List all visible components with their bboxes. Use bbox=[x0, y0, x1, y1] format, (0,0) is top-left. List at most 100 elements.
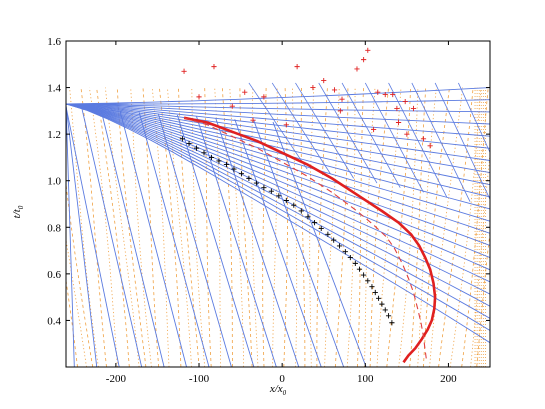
contour-line bbox=[66, 103, 490, 234]
black-plus-marker bbox=[268, 188, 274, 194]
field-line bbox=[461, 87, 489, 367]
y-tick-label: 1.0 bbox=[47, 176, 61, 188]
field-line bbox=[221, 87, 233, 367]
field-line bbox=[283, 87, 289, 367]
black-plus-marker bbox=[365, 278, 371, 284]
field-line bbox=[105, 87, 140, 367]
x-tick-label: -200 bbox=[106, 373, 127, 385]
contour-line bbox=[215, 117, 300, 367]
field-line bbox=[334, 87, 349, 367]
contour-line bbox=[66, 103, 490, 271]
x-axis-label: x/x0 bbox=[269, 383, 287, 397]
field-line bbox=[151, 87, 170, 367]
field-line bbox=[262, 87, 267, 367]
black-plus-marker bbox=[331, 237, 337, 243]
black-plus-marker bbox=[283, 197, 289, 204]
y-tick-label: 1.2 bbox=[47, 129, 61, 141]
contour-field bbox=[66, 82, 490, 367]
black-plus-marker bbox=[361, 272, 367, 278]
field-line bbox=[89, 87, 118, 367]
contour-line bbox=[66, 103, 490, 137]
field-line bbox=[239, 87, 253, 367]
black-plus-marker bbox=[216, 158, 222, 164]
contour-line bbox=[66, 103, 75, 367]
field-line bbox=[159, 87, 182, 367]
contour-line bbox=[176, 114, 255, 367]
series-layer bbox=[183, 116, 437, 364]
black-plus-marker bbox=[305, 214, 311, 220]
y-tick-label: 0.6 bbox=[47, 269, 61, 281]
series-dashed-red-line bbox=[183, 117, 428, 363]
red-plus-marker bbox=[331, 87, 338, 93]
axes: -200 -100 0 100 200 0.4 0.6 0.8 1.0 1.2 1.4 1.6 bbox=[47, 36, 490, 385]
field-line bbox=[449, 87, 482, 367]
black-plus-marker bbox=[375, 295, 382, 301]
black-plus-marker bbox=[298, 208, 304, 214]
y-tick-label: 1.4 bbox=[47, 83, 61, 95]
y-axis-label: t/t0 bbox=[11, 205, 25, 218]
plot-frame bbox=[65, 40, 491, 368]
contour-line bbox=[341, 82, 401, 188]
black-plus-marker bbox=[389, 320, 395, 326]
red-plus-marker bbox=[211, 64, 217, 70]
black-plus-marker bbox=[253, 180, 259, 186]
field-line bbox=[398, 87, 419, 367]
red-plus-marker bbox=[321, 77, 327, 84]
black-plus-marker bbox=[276, 193, 282, 199]
black-plus-marker bbox=[369, 284, 375, 290]
red-plus-marker bbox=[404, 131, 410, 137]
red-plus-marker bbox=[361, 57, 367, 63]
red-plus-marker bbox=[382, 91, 388, 98]
red-plus-marker bbox=[395, 119, 402, 126]
contour-line bbox=[100, 109, 165, 367]
contour-line bbox=[66, 103, 490, 283]
red-plus-marker bbox=[196, 94, 202, 100]
red-plus-marker bbox=[354, 66, 360, 72]
contour-line bbox=[66, 103, 490, 161]
black-plus-marker bbox=[261, 185, 267, 191]
red-plus-marker bbox=[294, 64, 300, 70]
contour-line bbox=[458, 82, 490, 154]
field-line bbox=[116, 87, 147, 367]
y-tick-label: 0.4 bbox=[47, 315, 61, 327]
contour-line bbox=[66, 87, 490, 105]
black-plus-marker bbox=[201, 150, 207, 156]
black-plus-marker bbox=[291, 202, 297, 208]
contour-line bbox=[66, 103, 490, 246]
contour-line bbox=[248, 82, 308, 170]
field-line bbox=[316, 87, 328, 367]
contour-line bbox=[66, 103, 490, 198]
contour-line bbox=[66, 106, 120, 367]
field-line bbox=[429, 87, 463, 367]
red-plus-marker bbox=[242, 89, 248, 95]
black-plus-marker bbox=[356, 266, 363, 272]
contour-line bbox=[66, 103, 490, 331]
contour-line bbox=[66, 103, 490, 210]
contour-line bbox=[66, 103, 490, 295]
red-plus-marker bbox=[390, 91, 396, 98]
contour-line bbox=[253, 120, 345, 367]
x-tick-label: 200 bbox=[440, 373, 457, 385]
black-plus-marker bbox=[336, 243, 343, 249]
contour-line bbox=[66, 103, 490, 259]
red-plus-marker bbox=[365, 47, 371, 53]
red-plus-marker bbox=[250, 117, 256, 123]
contour-line bbox=[66, 103, 490, 344]
field-line bbox=[178, 87, 200, 367]
y-tick-label: 0.8 bbox=[47, 222, 61, 234]
red-plus-marker bbox=[337, 108, 343, 114]
contour-line bbox=[434, 82, 490, 201]
field-line bbox=[272, 87, 278, 367]
contour-line bbox=[66, 103, 490, 125]
contour-line bbox=[411, 82, 471, 202]
axis-labels: x/x0 t/t0 bbox=[11, 205, 287, 397]
red-plus-marker bbox=[410, 105, 417, 112]
field-line bbox=[66, 237, 87, 367]
contour-line bbox=[66, 103, 490, 319]
contour-line bbox=[234, 119, 322, 367]
black-plus-marker bbox=[372, 289, 378, 296]
field-line bbox=[300, 87, 306, 367]
contour-line bbox=[157, 113, 232, 367]
field-line bbox=[357, 87, 364, 367]
